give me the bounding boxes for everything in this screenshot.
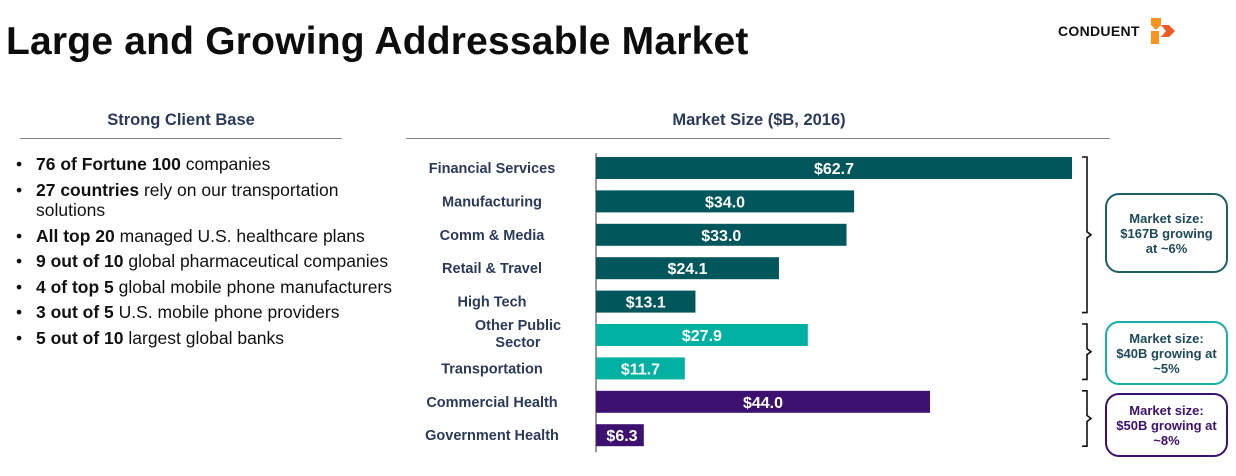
bullet-item: 4 of top 5 global mobile phone manufactu… <box>14 277 394 298</box>
bar-manufacturing <box>596 190 855 213</box>
category-label: Manufacturing <box>442 194 542 210</box>
left-divider <box>20 138 342 139</box>
bullet-item: 76 of Fortune 100 companies <box>14 154 394 175</box>
category-label: Commercial Health <box>426 395 557 411</box>
category-label: Comm & Media <box>440 228 546 244</box>
group-bracket <box>1082 323 1093 381</box>
group-bracket <box>1082 156 1093 314</box>
bar-financial-services <box>596 157 1072 179</box>
bullet-item: 5 out of 10 largest global banks <box>14 328 394 349</box>
category-label: Retail & Travel <box>442 261 542 277</box>
value-label: $27.9 <box>682 328 722 345</box>
value-label: $62.7 <box>814 161 854 178</box>
category-label: Other Public Sector <box>475 318 561 351</box>
client-base-heading: Strong Client Base <box>107 111 255 129</box>
page-title: Large and Growing Addressable Market <box>6 20 749 63</box>
value-label: $34.0 <box>705 194 745 211</box>
client-base-list: 76 of Fortune 100 companies 27 countries… <box>14 154 394 353</box>
conduent-logo-icon <box>1150 18 1175 44</box>
right-divider <box>406 138 1110 139</box>
bar-government-health <box>596 424 644 447</box>
bar-transportation <box>596 357 685 380</box>
group-bracket <box>1082 390 1093 447</box>
bullet-item: All top 20 managed U.S. healthcare plans <box>14 226 394 247</box>
market-size-heading: Market Size ($B, 2016) <box>672 111 846 129</box>
value-label: $13.1 <box>626 295 666 312</box>
value-label: $24.1 <box>667 261 707 278</box>
value-label: $33.0 <box>701 228 741 245</box>
category-label: Government Health <box>425 428 559 444</box>
category-label: Financial Services <box>429 161 556 177</box>
bar-other-public-sector <box>596 324 808 346</box>
bullet-item: 9 out of 10 global pharmaceutical compan… <box>14 251 394 272</box>
category-label: Transportation <box>441 361 543 377</box>
bullet-item: 27 countries rely on our transportation … <box>14 180 394 221</box>
brand-logo: CONDUENT <box>1058 18 1175 44</box>
bar-high-tech <box>596 290 696 313</box>
callout-group-1: Market size: $167B growing at ~6% <box>1105 193 1228 273</box>
callout-group-3: Market size: $50B growing at ~8% <box>1105 393 1228 457</box>
logo-text: CONDUENT <box>1058 23 1140 39</box>
category-label: High Tech <box>457 295 526 311</box>
value-label: $6.3 <box>606 428 637 445</box>
bar-comm-media <box>596 223 847 246</box>
value-label: $11.7 <box>621 361 660 378</box>
bullet-item: 3 out of 5 U.S. mobile phone providers <box>14 302 394 323</box>
value-label: $44.0 <box>743 395 783 412</box>
bar-commercial-health <box>596 390 931 413</box>
callout-group-2: Market size: $40B growing at ~5% <box>1105 321 1228 385</box>
bar-retail-travel <box>596 257 779 280</box>
